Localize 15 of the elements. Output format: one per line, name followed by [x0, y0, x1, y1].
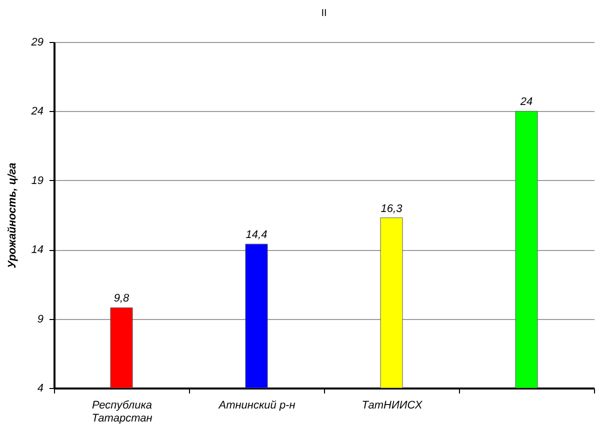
y-tick-label: 9	[37, 313, 44, 326]
data-label: 14,4	[246, 229, 268, 242]
y-tick-label: 24	[30, 106, 44, 118]
data-label: 24	[519, 96, 533, 108]
y-axis-title: Урожайность, ц/га	[6, 162, 18, 268]
data-label: 16,3	[380, 202, 404, 215]
x-tick-label: Республика Татарстан	[92, 400, 152, 424]
y-tick-label: 14	[31, 244, 44, 256]
data-label: 9,8	[114, 292, 130, 305]
y-tick-label: 19	[31, 174, 44, 187]
chart-title: II	[321, 8, 327, 19]
y-tick-label: 29	[30, 36, 44, 48]
x-tick-label: Атнинский р-н	[218, 400, 296, 412]
y-tick-label: 4	[37, 382, 44, 394]
x-tick-label: ТатНИИСХ	[362, 400, 423, 412]
